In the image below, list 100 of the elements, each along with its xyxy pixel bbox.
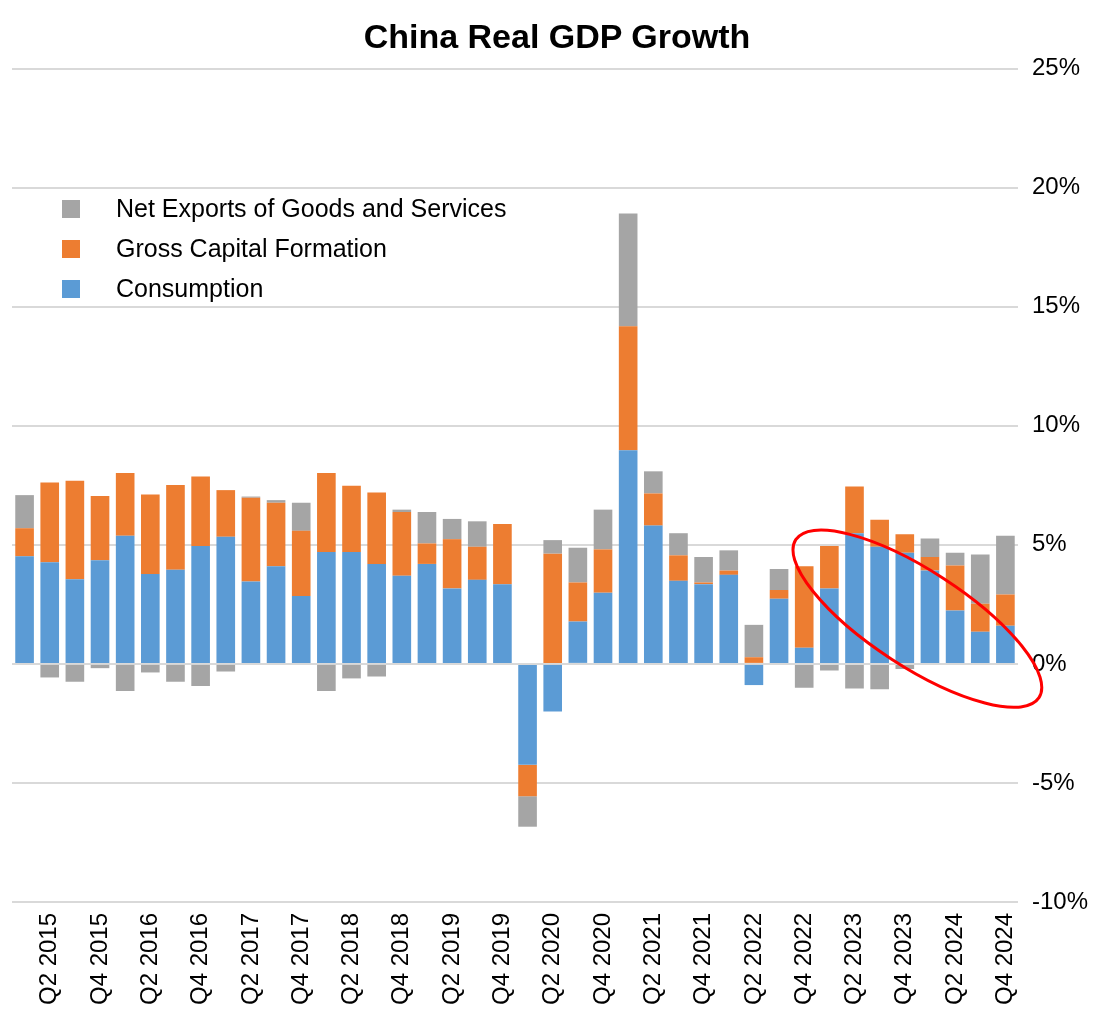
bar (367, 563, 386, 663)
bar (970, 603, 990, 632)
bar (945, 610, 965, 663)
bar (970, 554, 990, 604)
x-tick-label: Q2 2018 (336, 912, 364, 1005)
bar (744, 664, 764, 686)
x-tick-label: Q2 2022 (738, 912, 766, 1005)
bar (543, 664, 563, 712)
bar (769, 568, 789, 591)
bar (794, 566, 814, 648)
bar (141, 494, 160, 574)
bar (618, 213, 638, 327)
bar (266, 566, 286, 663)
bar (241, 581, 261, 663)
bar (820, 588, 839, 663)
bar (90, 496, 110, 561)
x-tick-label: Q2 2019 (436, 912, 464, 1005)
bar (367, 664, 386, 677)
bar (392, 512, 412, 576)
bar (870, 519, 889, 547)
legend-label: Consumption (116, 274, 264, 304)
bar (694, 557, 713, 583)
bar (769, 598, 789, 663)
bar (996, 625, 1015, 663)
bar (669, 533, 688, 556)
bar (895, 534, 915, 553)
bar (568, 582, 588, 622)
x-tick-label: Q4 2023 (889, 912, 917, 1005)
chart-title: China Real GDP Growth (363, 16, 751, 55)
bar (694, 584, 713, 663)
bar (996, 535, 1015, 595)
bar (467, 579, 487, 663)
bar (216, 490, 236, 537)
legend-label: Net Exports of Goods and Services (116, 194, 507, 224)
bar (266, 502, 286, 567)
bar (191, 476, 210, 547)
bar (996, 594, 1015, 626)
bar (367, 492, 386, 564)
x-tick-label: Q2 2023 (839, 912, 867, 1005)
bar (845, 533, 864, 663)
bar (593, 592, 613, 663)
bar (769, 590, 789, 599)
bar (291, 596, 311, 663)
bar (744, 624, 764, 658)
bar (90, 560, 110, 663)
bar (40, 664, 60, 678)
bar (467, 546, 487, 580)
bar (568, 621, 588, 663)
bar (65, 480, 85, 580)
bar (618, 326, 638, 451)
x-tick-label: Q2 2017 (235, 912, 263, 1005)
y-tick-label: 5% (1031, 529, 1067, 557)
bar (719, 550, 739, 571)
bar (719, 570, 739, 575)
bar (970, 631, 990, 663)
bar (593, 549, 613, 593)
bar (216, 536, 236, 663)
bar (291, 530, 311, 597)
bar (518, 764, 537, 797)
x-tick-label: Q2 2015 (34, 912, 62, 1005)
x-tick-label: Q4 2017 (285, 912, 313, 1005)
bar (417, 563, 437, 663)
bar (191, 546, 210, 663)
y-tick-label: -10% (1031, 886, 1088, 914)
x-tick-label: Q2 2020 (537, 912, 565, 1005)
bar (820, 546, 839, 589)
bar (744, 657, 764, 663)
y-tick-label: 25% (1031, 53, 1081, 81)
bar (15, 528, 34, 557)
bar (291, 502, 311, 531)
bar (643, 493, 663, 526)
bar (442, 518, 462, 540)
x-tick-label: Q4 2016 (185, 912, 213, 1005)
y-tick-label: 20% (1031, 172, 1081, 200)
x-tick-label: Q4 2020 (587, 912, 615, 1005)
x-tick-label: Q4 2019 (487, 912, 515, 1005)
bar (845, 486, 864, 534)
bar (442, 539, 462, 589)
bar (618, 450, 638, 663)
bar (845, 664, 864, 689)
bar (317, 472, 336, 553)
bar (643, 525, 663, 663)
y-tick-label: 10% (1031, 410, 1081, 438)
bar (920, 538, 940, 558)
bar (895, 552, 915, 663)
bar (141, 573, 160, 663)
bar (467, 521, 487, 547)
bar (493, 523, 512, 585)
bar (870, 546, 889, 663)
bar (417, 543, 437, 564)
bar (40, 482, 60, 563)
bar (543, 553, 563, 663)
bar (442, 588, 462, 663)
bar (593, 509, 613, 550)
bar (141, 664, 160, 673)
bar (266, 500, 286, 503)
bar (115, 664, 135, 692)
bar (920, 570, 940, 663)
bar (643, 471, 663, 494)
bar (15, 495, 34, 529)
